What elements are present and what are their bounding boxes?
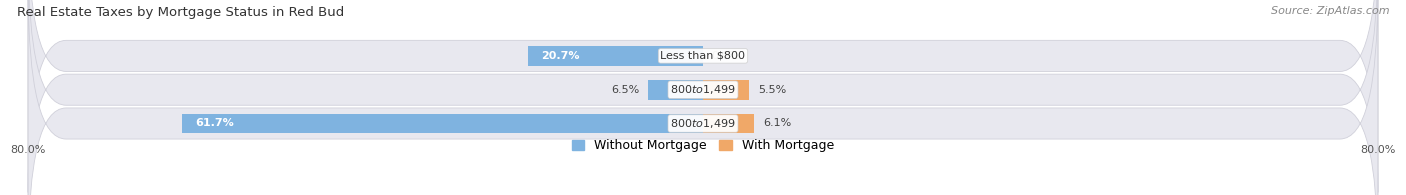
- Text: 0.0%: 0.0%: [711, 51, 740, 61]
- Text: $800 to $1,499: $800 to $1,499: [671, 117, 735, 130]
- Bar: [183, 114, 703, 133]
- Bar: [648, 80, 703, 99]
- Text: Less than $800: Less than $800: [661, 51, 745, 61]
- Text: 5.5%: 5.5%: [758, 85, 786, 95]
- Text: 20.7%: 20.7%: [541, 51, 579, 61]
- Bar: [529, 46, 703, 66]
- Bar: [703, 114, 755, 133]
- FancyBboxPatch shape: [28, 0, 1378, 195]
- FancyBboxPatch shape: [28, 0, 1378, 192]
- Text: Real Estate Taxes by Mortgage Status in Red Bud: Real Estate Taxes by Mortgage Status in …: [17, 6, 344, 19]
- Text: Source: ZipAtlas.com: Source: ZipAtlas.com: [1271, 6, 1389, 16]
- Bar: [703, 80, 749, 99]
- FancyBboxPatch shape: [28, 0, 1378, 195]
- Text: $800 to $1,499: $800 to $1,499: [671, 83, 735, 96]
- Text: 61.7%: 61.7%: [195, 119, 233, 129]
- Text: 6.5%: 6.5%: [612, 85, 640, 95]
- Text: 6.1%: 6.1%: [763, 119, 792, 129]
- Legend: Without Mortgage, With Mortgage: Without Mortgage, With Mortgage: [572, 139, 834, 152]
